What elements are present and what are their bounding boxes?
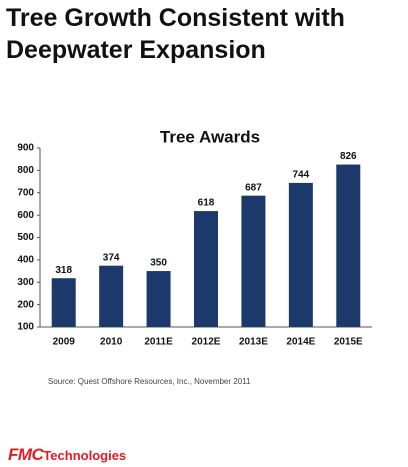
x-tick-label: 2013E (239, 337, 268, 348)
bar (51, 278, 76, 327)
data-label: 318 (55, 265, 72, 276)
y-tick-label: 200 (17, 299, 34, 310)
x-tick-label: 2010 (100, 337, 123, 348)
y-tick-label: 500 (17, 232, 34, 243)
data-label: 618 (198, 198, 215, 209)
logo: FMCTechnologies (8, 445, 126, 465)
bar (336, 164, 361, 327)
logo-text: Technologies (43, 448, 127, 463)
x-tick-label: 2009 (53, 337, 76, 348)
source-note: Source: Quest Offshore Resources, Inc., … (48, 377, 251, 386)
slide-title: Tree Growth Consistent with Deepwater Ex… (6, 4, 345, 64)
chart: Tree Awards Source: Quest Offshore Resou… (17, 127, 372, 386)
bar (194, 211, 218, 327)
bar (146, 271, 171, 327)
data-label: 350 (150, 258, 167, 269)
data-label: 374 (103, 252, 120, 263)
y-tick-label: 900 (17, 143, 34, 154)
data-label: 687 (245, 182, 262, 193)
y-tick-label: 300 (17, 277, 34, 288)
bar (241, 195, 266, 327)
y-tick-label: 700 (17, 187, 34, 198)
bar (288, 182, 313, 327)
chart-title: Tree Awards (160, 127, 260, 146)
x-tick-label: 2014E (286, 337, 315, 348)
y-tick-label: 600 (17, 210, 34, 221)
data-label: 826 (340, 151, 357, 162)
y-tick-label: 100 (17, 322, 34, 333)
x-tick-label: 2015E (334, 337, 363, 348)
logo-mark: FMC (8, 445, 44, 464)
x-tick-label: 2012E (192, 337, 221, 348)
bar (99, 265, 124, 327)
data-label: 744 (293, 170, 310, 181)
y-tick-label: 400 (17, 255, 34, 266)
x-tick-label: 2011E (144, 337, 173, 348)
y-tick-label: 800 (17, 165, 34, 176)
